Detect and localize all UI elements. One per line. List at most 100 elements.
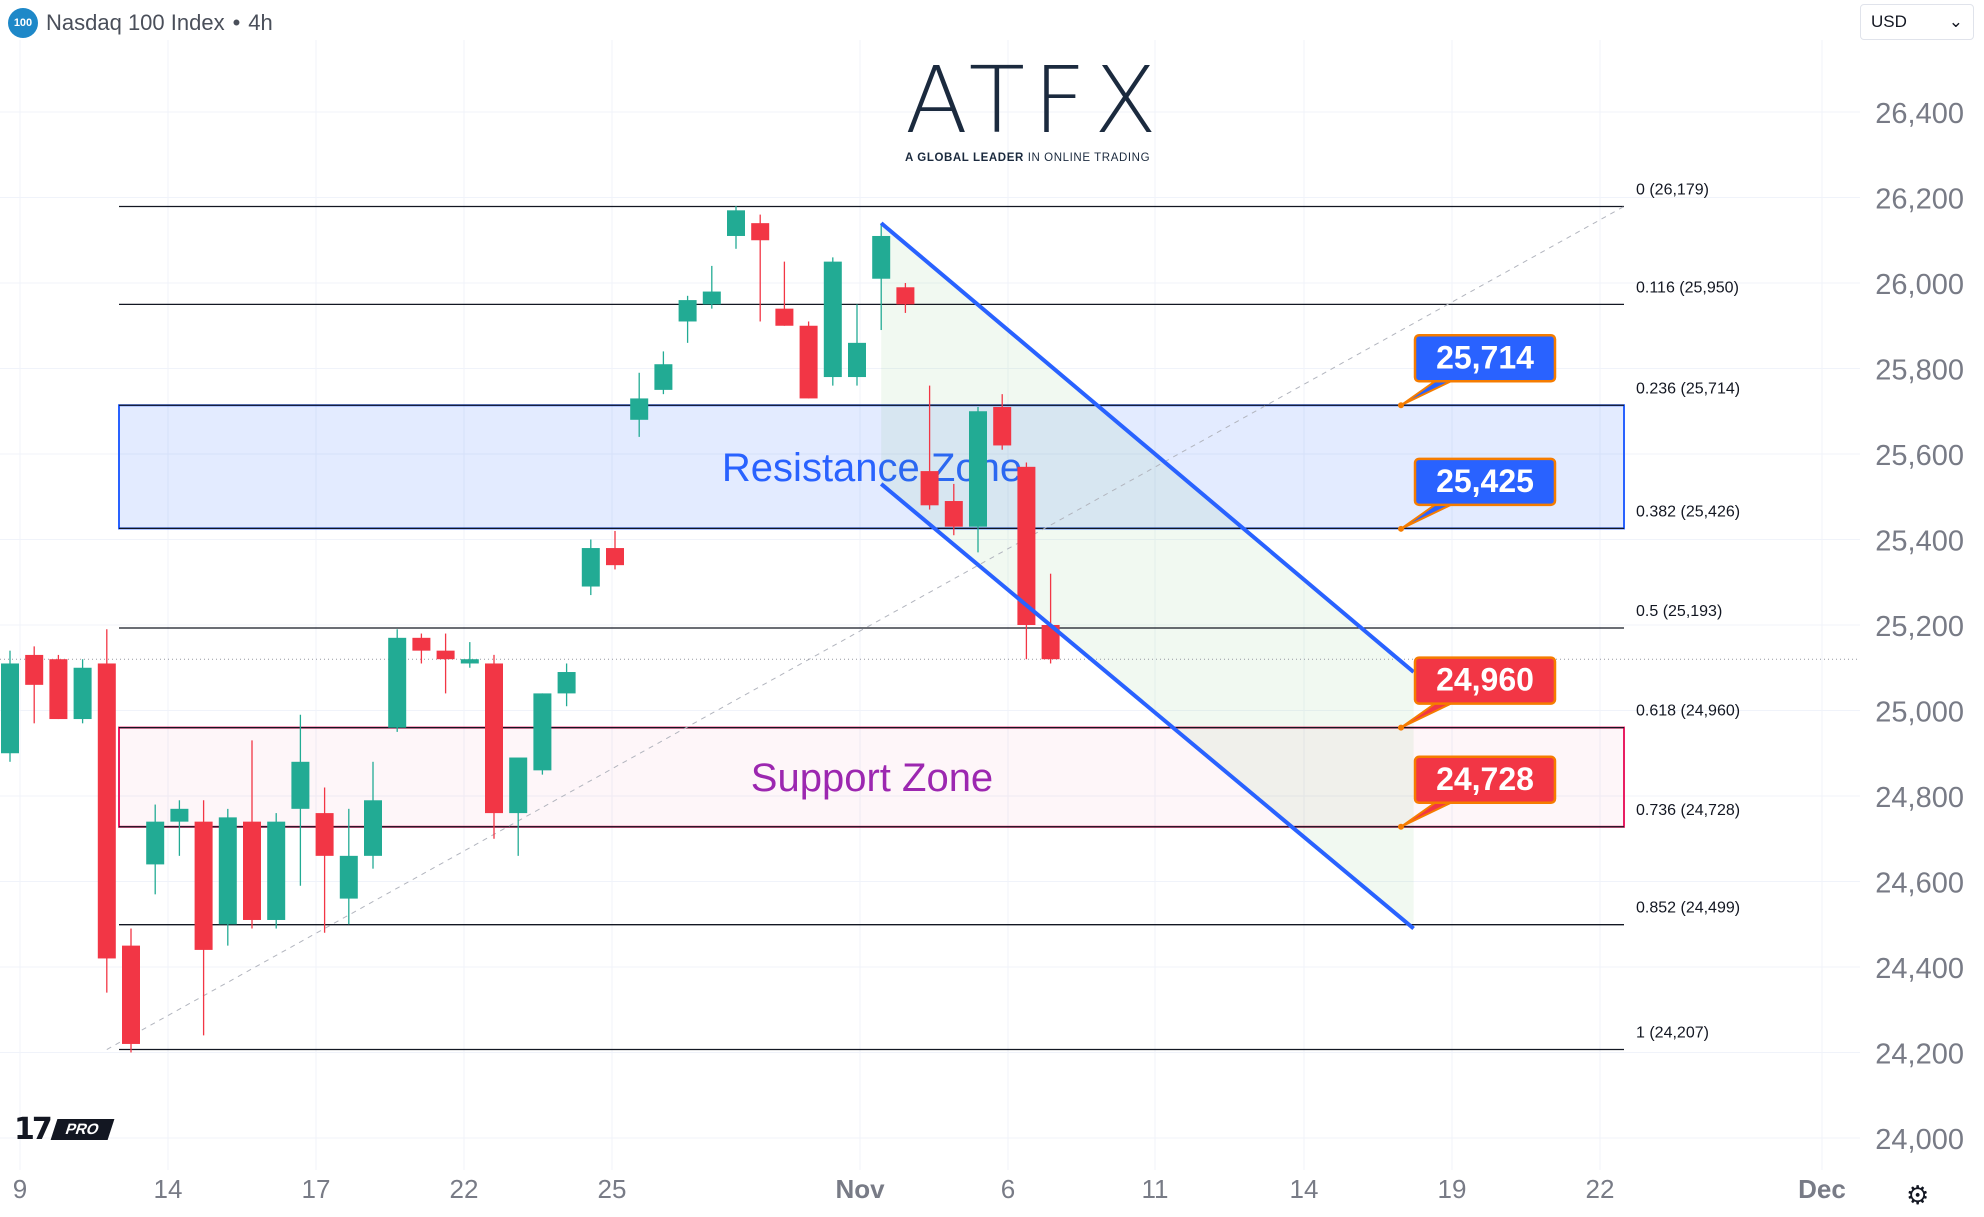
candle-body-down	[485, 663, 503, 814]
y-axis-tick-label: 26,200	[1875, 184, 1964, 216]
candle-body-down	[49, 659, 68, 720]
candle-body-up	[823, 261, 842, 378]
candle-body-down	[436, 650, 455, 660]
callout-label: 24,728	[1436, 761, 1534, 797]
candle-body-up	[339, 855, 358, 899]
x-axis-tick-label: 22	[1586, 1174, 1615, 1204]
y-axis-tick-label: 25,000	[1875, 697, 1964, 729]
y-axis-tick-label: 25,400	[1875, 526, 1964, 558]
x-axis-tick-label: 14	[1290, 1174, 1319, 1204]
x-axis-tick-label: 22	[450, 1174, 479, 1204]
y-axis-tick-label: 25,200	[1875, 611, 1964, 643]
x-axis-tick-label: 9	[13, 1174, 27, 1204]
atfx-logo: ATFX A GLOBAL LEADER IN ONLINE TRADING	[905, 47, 1165, 165]
fib-level-label: 0.236 (25,714)	[1636, 380, 1740, 397]
nasdaq-100-badge-icon: 100	[8, 8, 38, 38]
candle-body-down	[1017, 466, 1036, 625]
fib-level-label: 0.382 (25,426)	[1636, 503, 1740, 520]
callout-label: 24,960	[1436, 662, 1534, 698]
candle-body-down	[194, 821, 213, 950]
gear-icon[interactable]: ⚙	[1906, 1180, 1930, 1210]
callout-anchor	[1398, 402, 1404, 409]
x-axis-tick-label: 6	[1001, 1174, 1015, 1204]
currency-selector[interactable]: USD ⌄	[1860, 4, 1974, 40]
logo-tagline: A GLOBAL LEADER IN ONLINE TRADING	[905, 152, 1151, 164]
x-axis-tick-label: 19	[1438, 1174, 1467, 1204]
candle-body-up	[630, 398, 649, 420]
x-axis-tick-label: 25	[598, 1174, 627, 1204]
x-axis-tick-label: Dec	[1798, 1174, 1846, 1204]
candle-body-down	[412, 637, 431, 651]
channel-fill	[881, 223, 1414, 929]
candle-body-up	[460, 659, 479, 664]
callout-label: 25,425	[1436, 463, 1534, 499]
candle-body-up	[848, 342, 866, 378]
candle-body-down	[243, 821, 261, 920]
y-axis-tick-label: 25,600	[1875, 440, 1964, 472]
currency-value: USD	[1871, 12, 1907, 31]
candle-body-up	[388, 637, 407, 728]
candle-body-up	[727, 210, 745, 236]
chevron-down-icon: ⌄	[1948, 12, 1963, 31]
fib-level-label: 0.116 (25,950)	[1636, 279, 1739, 296]
y-axis-tick-label: 24,000	[1875, 1124, 1964, 1156]
candle-body-up	[533, 693, 552, 771]
callout-box	[1413, 457, 1557, 507]
x-axis-tick-label: Nov	[835, 1174, 885, 1204]
candle-body-up	[170, 808, 189, 822]
x-axis-tick-label: 11	[1142, 1174, 1169, 1204]
callout-anchor	[1398, 823, 1404, 830]
fib-level-label: 0.5 (25,193)	[1636, 603, 1722, 620]
candle-body-down	[25, 654, 44, 685]
candle-body-down	[993, 406, 1012, 446]
y-axis-tick-label: 26,000	[1875, 269, 1964, 301]
callout-box	[1413, 755, 1557, 805]
candle-body-up	[146, 821, 165, 865]
candle-body-up	[509, 757, 528, 814]
y-axis-tick-label: 24,800	[1875, 782, 1964, 814]
fib-level-label: 0.618 (24,960)	[1636, 703, 1740, 720]
symbol-title[interactable]: Nasdaq 100 Index	[46, 10, 225, 35]
candle-body-up	[872, 235, 891, 279]
candle-body-up	[581, 548, 600, 587]
callout-box	[1413, 334, 1557, 383]
candle-body-up	[654, 364, 673, 390]
y-axis-tick-label: 24,200	[1875, 1039, 1964, 1071]
y-axis-tick-label: 24,600	[1875, 868, 1964, 900]
interval-label[interactable]: 4h	[248, 10, 273, 35]
x-axis-tick-label: 17	[302, 1174, 331, 1204]
title-separator: •	[232, 10, 241, 35]
candle-body-up	[969, 411, 987, 527]
channel-lower-line	[879, 482, 1415, 931]
candle-body-up	[1, 663, 19, 754]
x-axis-tick-label: 14	[154, 1174, 183, 1204]
callout-anchor	[1398, 525, 1404, 532]
fib-level-label: 0.736 (24,728)	[1636, 802, 1740, 819]
candle-body-up	[678, 300, 697, 322]
candle-body-up	[557, 672, 576, 694]
y-axis-tick-label: 24,400	[1875, 953, 1964, 985]
fib-level-label: 0.852 (24,499)	[1636, 900, 1740, 917]
candle-body-down	[751, 223, 770, 241]
resistance-zone	[118, 404, 1625, 530]
pro-badge: PRO	[50, 1119, 114, 1140]
candle-body-down	[775, 308, 794, 326]
candle-body-up	[702, 291, 721, 305]
candle-body-up	[218, 817, 237, 925]
candle-body-up	[73, 667, 92, 720]
callout-pointer	[1400, 380, 1452, 407]
fib-level-label: 0 (26,179)	[1636, 181, 1709, 198]
support-zone-label: Support Zone	[751, 756, 993, 800]
tradingview-mark: 17	[14, 1112, 53, 1147]
logo-wordmark: ATFX	[905, 47, 1165, 154]
candle-body-down	[920, 471, 939, 506]
candle-body-down	[1041, 625, 1060, 660]
y-axis-tick-label: 26,400	[1875, 98, 1964, 130]
candle-body-up	[364, 800, 382, 856]
callout-anchor	[1398, 724, 1404, 731]
candle-body-up	[291, 761, 310, 809]
chart-header: 100 Nasdaq 100 Index • 4h	[8, 8, 273, 38]
tradingview-pro-logo[interactable]: 17 PRO	[14, 1112, 114, 1147]
channel-upper-line	[879, 221, 1415, 674]
